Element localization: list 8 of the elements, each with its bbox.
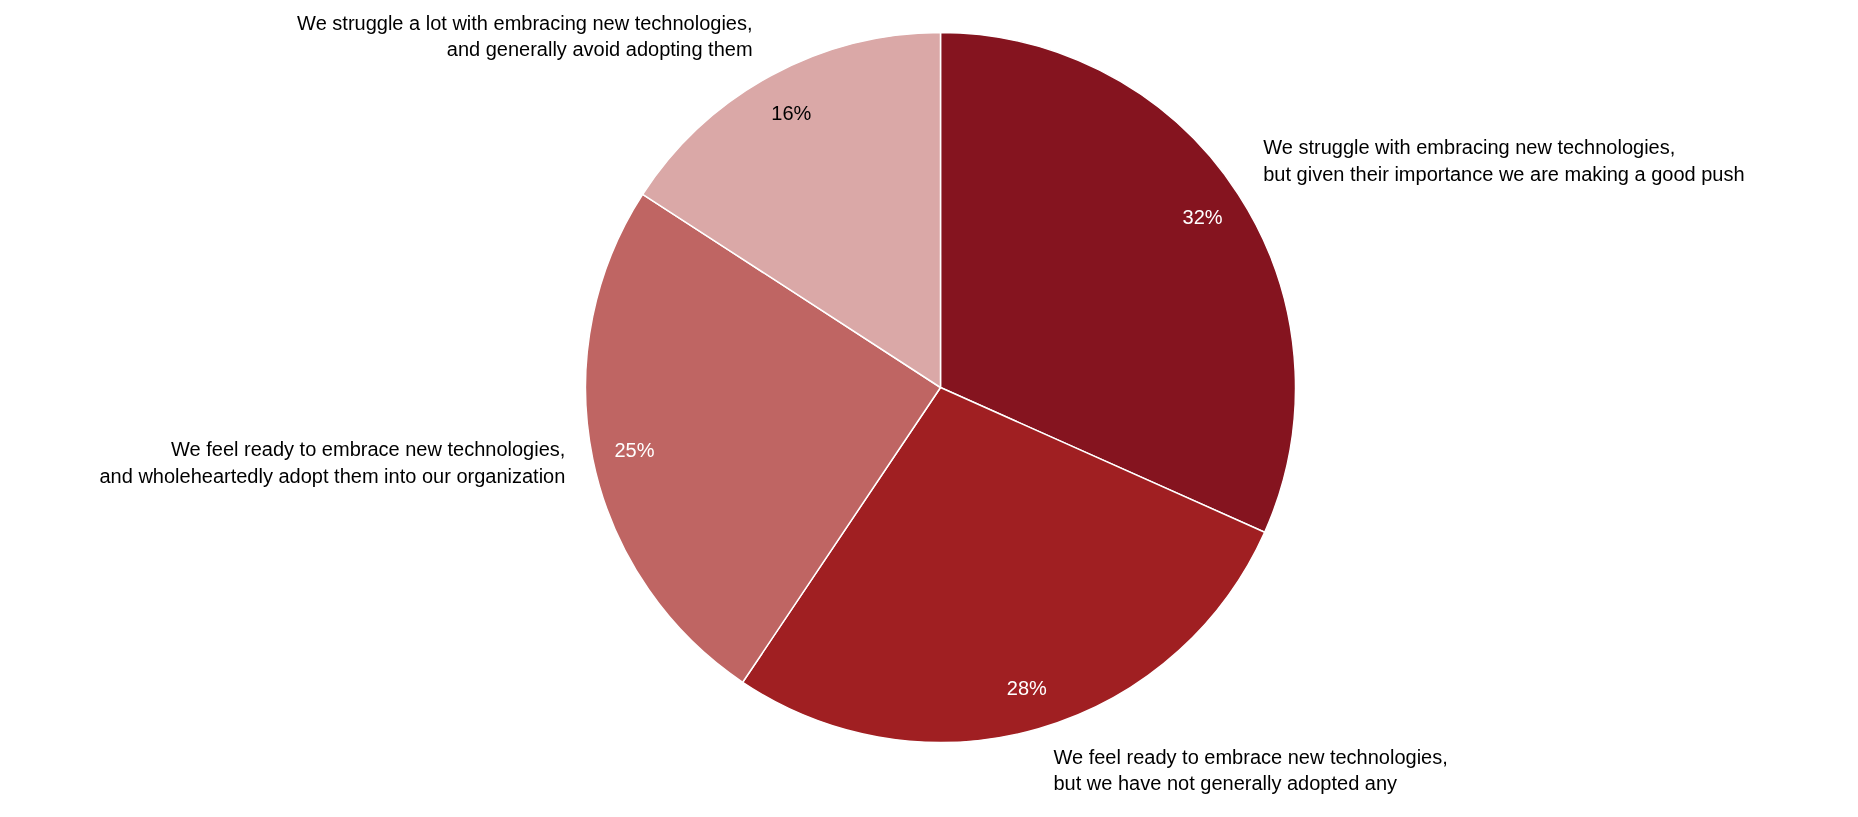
data-label: 25% [614,439,655,462]
data-label: 32% [1182,206,1223,229]
slice-label: We feel ready to embrace new technologies, but we have not generally adopted any [1053,745,1448,795]
slice-label: We struggle a lot with embracing new technologies, and generally avoid adopting them [297,11,753,60]
slice-label: We struggle with embracing new technologies, but given their importance we are making a good push [1263,136,1745,185]
data-label: 28% [1006,676,1048,699]
data-label: 16% [771,102,812,124]
slice-label: We feel ready to embrace new technologies, and wholeheartedly adopt them into our organization [99,438,566,487]
